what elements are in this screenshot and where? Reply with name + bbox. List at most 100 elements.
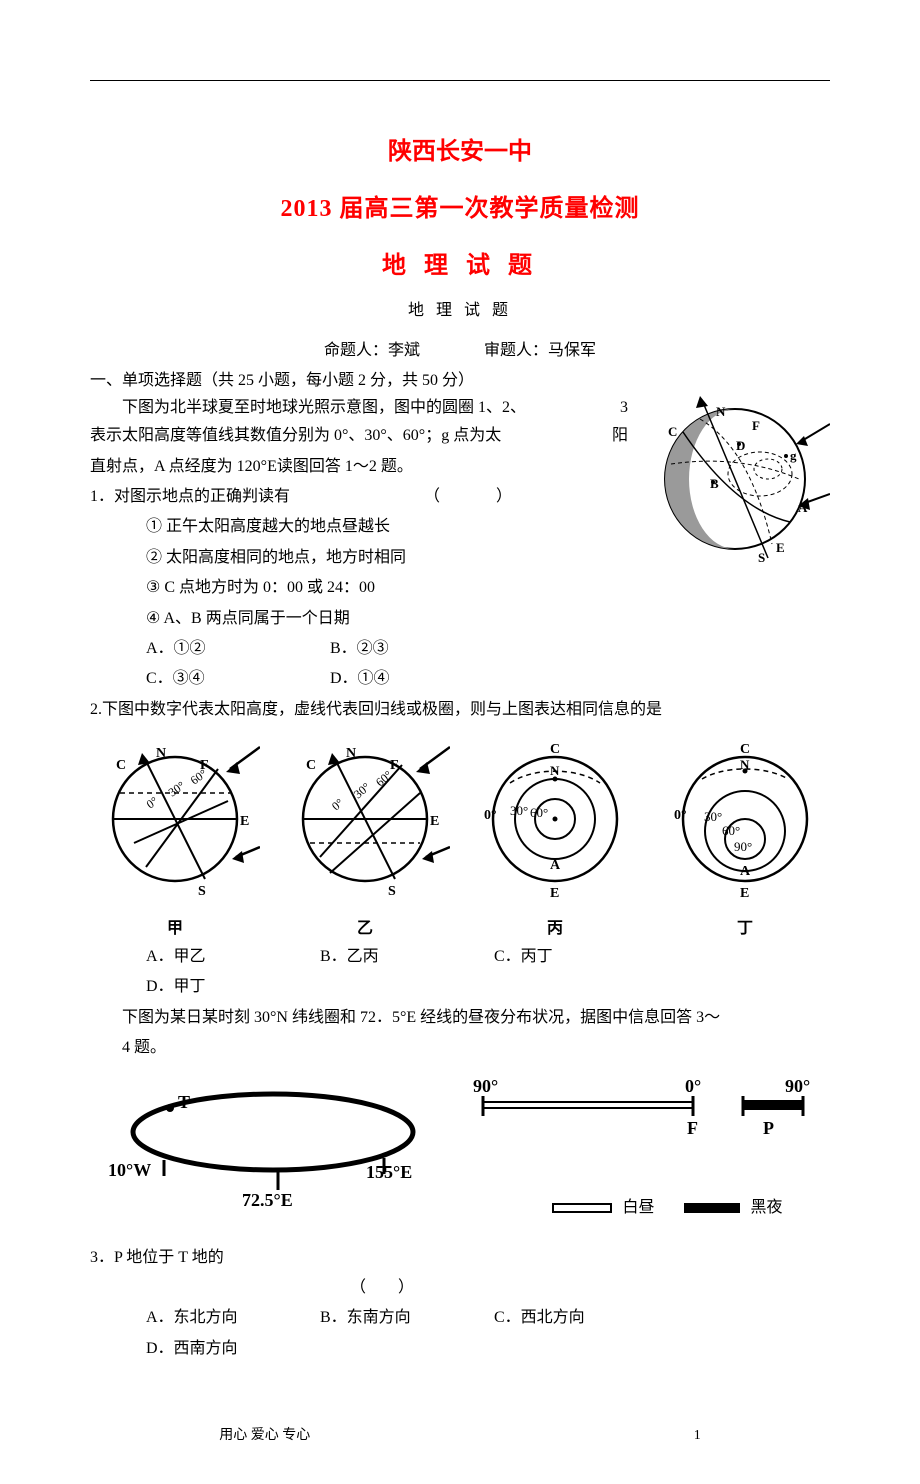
legend-day-icon bbox=[552, 1203, 612, 1213]
exam-title: 2013 届高三第一次教学质量检测 bbox=[90, 188, 830, 223]
q1-choice-c: C．③④ bbox=[146, 664, 326, 694]
svg-text:A: A bbox=[550, 858, 561, 873]
svg-text:S: S bbox=[388, 884, 396, 899]
svg-text:30°: 30° bbox=[510, 803, 528, 818]
q1-opt-3: ③ C 点地方时为 0：00 或 24：00 bbox=[90, 573, 830, 603]
school-name: 陕西长安一中 bbox=[90, 131, 830, 166]
q2-fig-jia: 0° 30° 60° C N F S E 甲 bbox=[90, 739, 260, 938]
q3-blank-line: （ ） bbox=[90, 1273, 830, 1303]
svg-text:C: C bbox=[306, 758, 316, 773]
footer-page-number: 1 bbox=[694, 1428, 701, 1444]
svg-text:C: C bbox=[740, 742, 750, 757]
legend-night-label: 黑夜 bbox=[750, 1199, 782, 1216]
svg-text:10°W: 10°W bbox=[108, 1160, 151, 1180]
subject-title: 地 理 试 题 bbox=[90, 245, 830, 280]
svg-text:F: F bbox=[390, 758, 399, 773]
q2-label-bing: 丙 bbox=[470, 914, 640, 938]
svg-text:C: C bbox=[550, 742, 560, 757]
intro-a-text: 下图为北半球夏至时地球光照示意图，图中的圆圈 1、2、 bbox=[122, 399, 526, 416]
q1-opt-4: ④ A、B 两点同属于一个日期 bbox=[90, 604, 830, 634]
q3-choice-d: D．西南方向 bbox=[146, 1334, 316, 1364]
svg-text:E: E bbox=[550, 886, 559, 901]
q3-choice-b: B．东南方向 bbox=[320, 1303, 490, 1333]
svg-text:A: A bbox=[798, 500, 808, 515]
subject-subtitle: 地 理 试 题 bbox=[90, 296, 830, 320]
svg-text:S: S bbox=[758, 550, 765, 564]
q3-blank: （ ） bbox=[350, 1279, 414, 1296]
q2-label-jia: 甲 bbox=[90, 914, 260, 938]
q1-stem-text: 1．对图示地点的正确判读有 bbox=[90, 488, 290, 505]
svg-text:g: g bbox=[790, 448, 797, 463]
svg-text:A: A bbox=[740, 864, 751, 879]
svg-text:P: P bbox=[763, 1118, 774, 1138]
svg-text:0°: 0° bbox=[674, 808, 687, 823]
q34-legend: 白昼 黑夜 bbox=[473, 1193, 813, 1217]
q3-stem: 3．P 地位于 T 地的 bbox=[90, 1243, 830, 1273]
q1-blank: （ ） bbox=[424, 482, 520, 512]
q3-choice-row: A．东北方向 B．东南方向 C．西北方向 D．西南方向 bbox=[90, 1303, 830, 1364]
q2-choice-row: A．甲乙 B．乙丙 C．丙丁 D．甲丁 bbox=[90, 942, 830, 1003]
q2-fig-ding: C N 0° 30° 60° 90° A E 丁 bbox=[660, 739, 830, 938]
q1-choice-row-2: C．③④ D．①④ bbox=[90, 664, 830, 694]
section-1-heading: 一、单项选择题（共 25 小题，每小题 2 分，共 50 分） bbox=[90, 366, 830, 390]
svg-text:F: F bbox=[200, 758, 209, 773]
intro-34-l2: 4 题。 bbox=[90, 1033, 830, 1063]
intro-a-tail: 3 bbox=[588, 394, 628, 421]
svg-text:0°: 0° bbox=[484, 808, 497, 823]
intro-b-tail: 阳 bbox=[612, 421, 628, 451]
svg-text:155°E: 155°E bbox=[366, 1162, 412, 1182]
svg-text:0°: 0° bbox=[144, 794, 161, 812]
q1-choice-d: D．①④ bbox=[330, 664, 510, 694]
q3-choice-a: A．东北方向 bbox=[146, 1303, 316, 1333]
svg-text:72.5°E: 72.5°E bbox=[242, 1190, 293, 1210]
svg-text:0°: 0° bbox=[329, 796, 346, 814]
legend-day-label: 白昼 bbox=[622, 1199, 654, 1216]
globe-figure: N S C F D B g A E bbox=[640, 394, 830, 569]
footer-motto: 用心 爱心 专心 bbox=[219, 1428, 310, 1443]
svg-text:N: N bbox=[740, 757, 750, 772]
svg-text:N: N bbox=[156, 746, 166, 761]
svg-text:E: E bbox=[240, 814, 249, 829]
top-horizontal-rule bbox=[90, 80, 830, 81]
q34-left-figure: T 10°W 72.5°E 155°E bbox=[108, 1082, 438, 1217]
svg-text:B: B bbox=[710, 476, 719, 491]
q2-figure-row: 0° 30° 60° C N F S E 甲 bbox=[90, 739, 830, 938]
authors-line: 命题人：李斌 审题人：马保军 bbox=[90, 336, 830, 360]
svg-text:N: N bbox=[346, 746, 356, 761]
svg-text:E: E bbox=[776, 540, 785, 555]
page-footer: 用心 爱心 专心 1 bbox=[90, 1424, 830, 1444]
svg-text:C: C bbox=[668, 424, 677, 439]
svg-text:90°: 90° bbox=[785, 1076, 810, 1096]
intro-b-text: 表示太阳高度等值线其数值分别为 0°、30°、60°；g 点为太 bbox=[90, 427, 501, 444]
svg-text:E: E bbox=[430, 814, 439, 829]
svg-text:90°: 90° bbox=[734, 839, 752, 854]
svg-text:30°: 30° bbox=[704, 809, 722, 824]
q1-choice-row-1: A．①② B．②③ bbox=[90, 634, 830, 664]
svg-text:N: N bbox=[550, 763, 560, 778]
svg-text:C: C bbox=[116, 758, 126, 773]
svg-text:F: F bbox=[687, 1118, 698, 1138]
legend-night: 黑夜 bbox=[684, 1193, 782, 1217]
q1-choice-a: A．①② bbox=[146, 634, 326, 664]
q2-choice-b: B．乙丙 bbox=[320, 942, 490, 972]
q2-label-yi: 乙 bbox=[280, 914, 450, 938]
intro-34-l1: 下图为某日某时刻 30°N 纬线圈和 72．5°E 经线的昼夜分布状况，据图中信… bbox=[90, 1003, 830, 1033]
q2-fig-yi: 0° 30° 60° C N F S E 乙 bbox=[280, 739, 450, 938]
q34-right-figure: 90° 0° 90° F P 白昼 黑夜 bbox=[473, 1074, 813, 1217]
q2-choice-c: C．丙丁 bbox=[494, 942, 664, 972]
label-T: T bbox=[178, 1092, 190, 1112]
svg-text:F: F bbox=[752, 418, 760, 433]
svg-text:90°: 90° bbox=[473, 1076, 498, 1096]
q2-choice-d: D．甲丁 bbox=[146, 972, 316, 1002]
q1-choice-b: B．②③ bbox=[330, 634, 510, 664]
legend-day: 白昼 bbox=[552, 1193, 654, 1217]
svg-text:S: S bbox=[198, 884, 206, 899]
svg-text:D: D bbox=[736, 438, 745, 453]
legend-night-icon bbox=[684, 1203, 740, 1213]
q2-fig-bing: C N 0° 30° 60° A E 丙 bbox=[470, 739, 640, 938]
svg-text:60°: 60° bbox=[530, 805, 548, 820]
q2-stem: 2.下图中数字代表太阳高度，虚线代表回归线或极圈，则与上图表达相同信息的是 bbox=[90, 695, 830, 725]
svg-text:E: E bbox=[740, 886, 749, 901]
q2-label-ding: 丁 bbox=[660, 914, 830, 938]
q34-figure-row: T 10°W 72.5°E 155°E 90° 0° 90° F bbox=[90, 1074, 830, 1217]
